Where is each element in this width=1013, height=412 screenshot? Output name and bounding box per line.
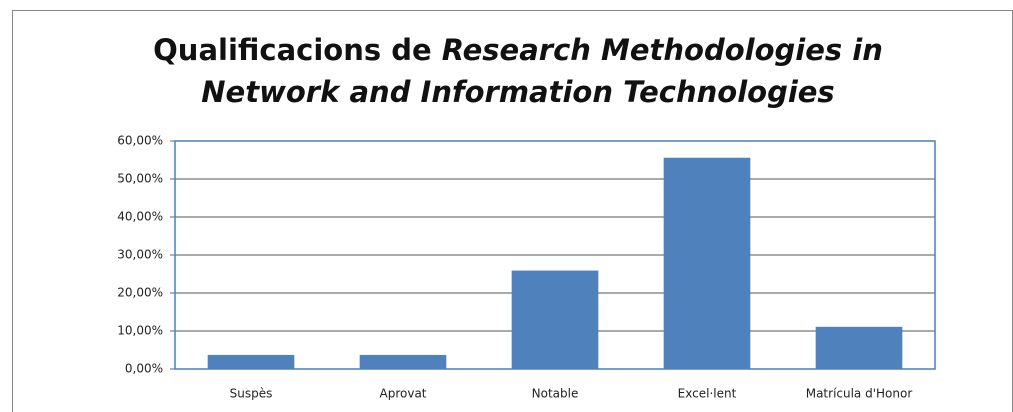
chart-title: Qualificacions de Research Methodologies… <box>153 33 883 67</box>
bar <box>207 354 295 369</box>
y-tick-label: 30,00% <box>117 248 163 262</box>
x-tick-label: Aprovat <box>380 387 427 401</box>
title-segment: Network and Information Technologies <box>201 75 834 109</box>
bar <box>359 354 447 369</box>
x-tick-label: Suspès <box>230 387 273 401</box>
x-tick-label: Matrícula d'Honor <box>806 387 913 401</box>
y-tick-label: 40,00% <box>117 210 163 224</box>
y-tick-label: 50,00% <box>117 172 163 186</box>
y-tick-label: 0,00% <box>125 362 163 376</box>
x-tick-label: Notable <box>532 387 579 401</box>
y-tick-label: 60,00% <box>117 134 163 148</box>
bar <box>511 270 599 369</box>
title-segment: Qualificacions de <box>153 33 442 67</box>
title-segment: Research Methodologies in <box>442 33 883 67</box>
x-tick-label: Excel·lent <box>678 387 737 401</box>
chart-title: Network and Information Technologies <box>201 75 834 109</box>
y-tick-label: 10,00% <box>117 324 163 338</box>
bar <box>815 326 903 369</box>
bar <box>663 157 751 369</box>
y-tick-label: 20,00% <box>117 286 163 300</box>
